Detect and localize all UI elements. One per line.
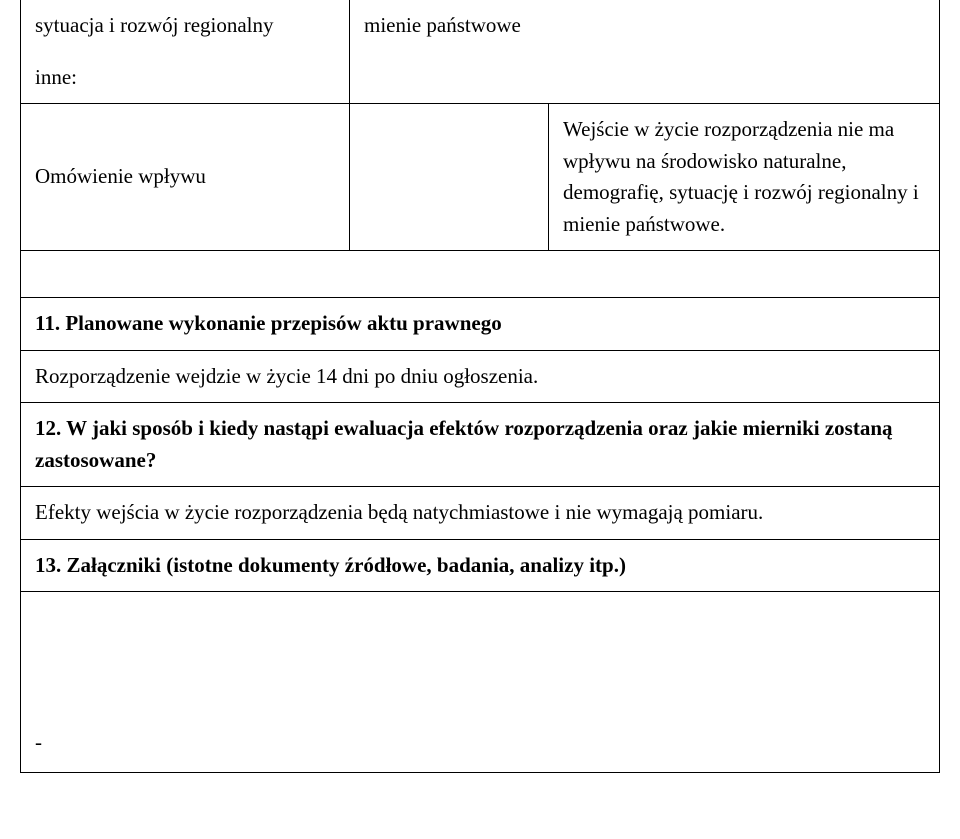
- cell-omowienie-text: Wejście w życie rozporządzenia nie ma wp…: [549, 104, 940, 251]
- form-table: sytuacja i rozwój regionalny inne: mieni…: [20, 0, 940, 773]
- heading-section12: 12. W jaki sposób i kiedy nastąpi ewalua…: [35, 416, 893, 472]
- cell-section11-heading: 11. Planowane wykonanie przepisów aktu p…: [21, 298, 940, 351]
- cell-blank-small: [21, 251, 940, 298]
- spacer: [35, 42, 335, 62]
- document-page: sytuacja i rozwój regionalny inne: mieni…: [0, 0, 960, 773]
- row-section11-heading: 11. Planowane wykonanie przepisów aktu p…: [21, 298, 940, 351]
- cell-omowienie-mid: [350, 104, 549, 251]
- heading-section11: 11. Planowane wykonanie przepisów aktu p…: [35, 311, 502, 335]
- cell-section13-heading: 13. Załączniki (istotne dokumenty źródło…: [21, 539, 940, 592]
- row-regional-mienie: sytuacja i rozwój regionalny inne: mieni…: [21, 0, 940, 104]
- cell-omowienie-label: Omówienie wpływu: [21, 104, 350, 251]
- cell-section12-body: Efekty wejścia w życie rozporządzenia bę…: [21, 487, 940, 540]
- label-inne: inne:: [35, 62, 335, 94]
- cell-sytuacja: sytuacja i rozwój regionalny inne:: [21, 0, 350, 104]
- label-sytuacja: sytuacja i rozwój regionalny: [35, 10, 335, 42]
- cell-section12-heading: 12. W jaki sposób i kiedy nastąpi ewalua…: [21, 403, 940, 487]
- text-section11: Rozporządzenie wejdzie w życie 14 dni po…: [35, 364, 538, 388]
- text-section13: -: [35, 727, 42, 759]
- row-section11-body: Rozporządzenie wejdzie w życie 14 dni po…: [21, 350, 940, 403]
- row-blank-small: [21, 251, 940, 298]
- label-mienie: mienie państwowe: [364, 13, 521, 37]
- heading-section13: 13. Załączniki (istotne dokumenty źródło…: [35, 553, 626, 577]
- cell-section11-body: Rozporządzenie wejdzie w życie 14 dni po…: [21, 350, 940, 403]
- row-section12-heading: 12. W jaki sposób i kiedy nastąpi ewalua…: [21, 403, 940, 487]
- row-section12-body: Efekty wejścia w życie rozporządzenia bę…: [21, 487, 940, 540]
- label-omowienie: Omówienie wpływu: [35, 164, 206, 188]
- cell-mienie: mienie państwowe: [350, 0, 940, 104]
- text-omowienie: Wejście w życie rozporządzenia nie ma wp…: [563, 117, 919, 236]
- cell-section13-body: -: [21, 592, 940, 773]
- row-section13-body: -: [21, 592, 940, 773]
- text-section12: Efekty wejścia w życie rozporządzenia bę…: [35, 500, 763, 524]
- row-section13-heading: 13. Załączniki (istotne dokumenty źródło…: [21, 539, 940, 592]
- row-omowienie: Omówienie wpływu Wejście w życie rozporz…: [21, 104, 940, 251]
